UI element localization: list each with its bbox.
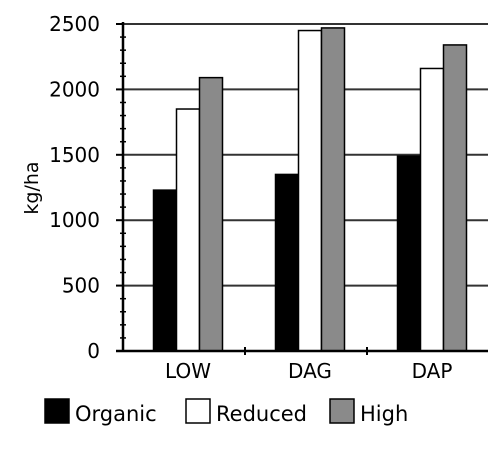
bar-high-dag — [320, 27, 346, 352]
legend: Organic Reduced High — [44, 398, 408, 426]
legend-swatch-organic — [44, 398, 70, 424]
legend-swatch-reduced — [185, 398, 211, 424]
x-tick-label: DAG — [288, 359, 332, 383]
bar-organic-dap — [396, 155, 422, 352]
bar-high-low — [198, 76, 224, 352]
y-tick-labels: 0 500 1000 1500 2000 2500 — [49, 12, 100, 363]
y-tick-label: 1000 — [49, 208, 100, 232]
legend-swatch-high — [329, 398, 355, 424]
legend-label: High — [360, 402, 408, 426]
bar-reduced-low — [175, 108, 201, 352]
y-tick-label: 0 — [87, 339, 100, 363]
bar-organic-dag — [274, 173, 300, 352]
axes — [116, 22, 488, 355]
y-tick-label: 2000 — [49, 77, 100, 101]
x-tick-label: LOW — [165, 359, 211, 383]
bar-organic-low — [152, 189, 178, 352]
legend-label: Reduced — [216, 402, 307, 426]
y-tick-label: 1500 — [49, 143, 100, 167]
y-axis-label: kg/ha — [21, 161, 43, 214]
x-tick-label: DAP — [412, 359, 453, 383]
y-tick-label: 500 — [62, 274, 100, 298]
legend-label: Organic — [75, 402, 157, 426]
y-tick-label: 2500 — [49, 12, 100, 36]
bar-reduced-dap — [419, 67, 445, 352]
bars — [152, 27, 468, 352]
bar-high-dap — [442, 44, 468, 352]
x-tick-labels: LOW DAG DAP — [165, 359, 452, 383]
bar-reduced-dag — [297, 29, 323, 352]
